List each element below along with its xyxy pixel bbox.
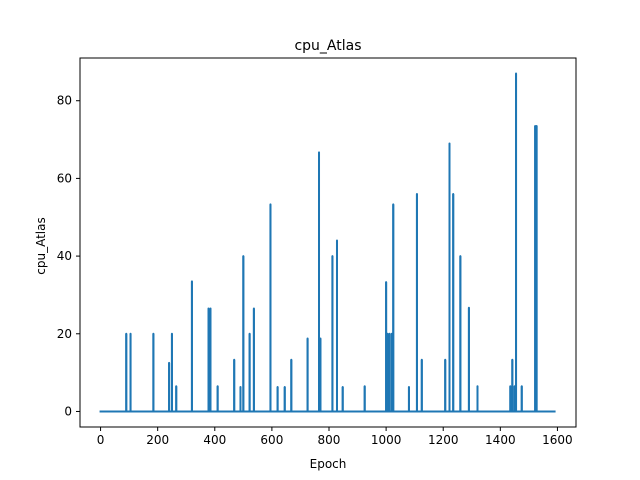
x-axis-label: Epoch xyxy=(310,457,347,471)
x-tick-label: 1200 xyxy=(428,433,459,447)
axes-frame xyxy=(79,57,577,428)
y-tick-label: 80 xyxy=(57,94,72,108)
x-tick-label: 0 xyxy=(97,433,105,447)
x-tick-label: 1400 xyxy=(485,433,516,447)
x-tick-label: 1600 xyxy=(542,433,573,447)
x-tick-label: 1000 xyxy=(371,433,402,447)
x-tick-label: 400 xyxy=(203,433,226,447)
axes: 0 200 400 600 800 1000 1200 1400 1600 0 20 40 60 80 xyxy=(57,57,577,447)
plot-area xyxy=(99,72,556,413)
y-axis-label: cpu_Atlas xyxy=(34,217,48,274)
x-tick-label: 600 xyxy=(260,433,283,447)
y-tick-label: 0 xyxy=(64,404,72,418)
chart-title: cpu_Atlas xyxy=(294,38,361,54)
y-tick-label: 40 xyxy=(57,249,72,263)
y-tick-label: 20 xyxy=(57,327,72,341)
y-tick-label: 60 xyxy=(57,171,72,185)
x-tick-label: 200 xyxy=(146,433,169,447)
x-tick-label: 800 xyxy=(318,433,341,447)
